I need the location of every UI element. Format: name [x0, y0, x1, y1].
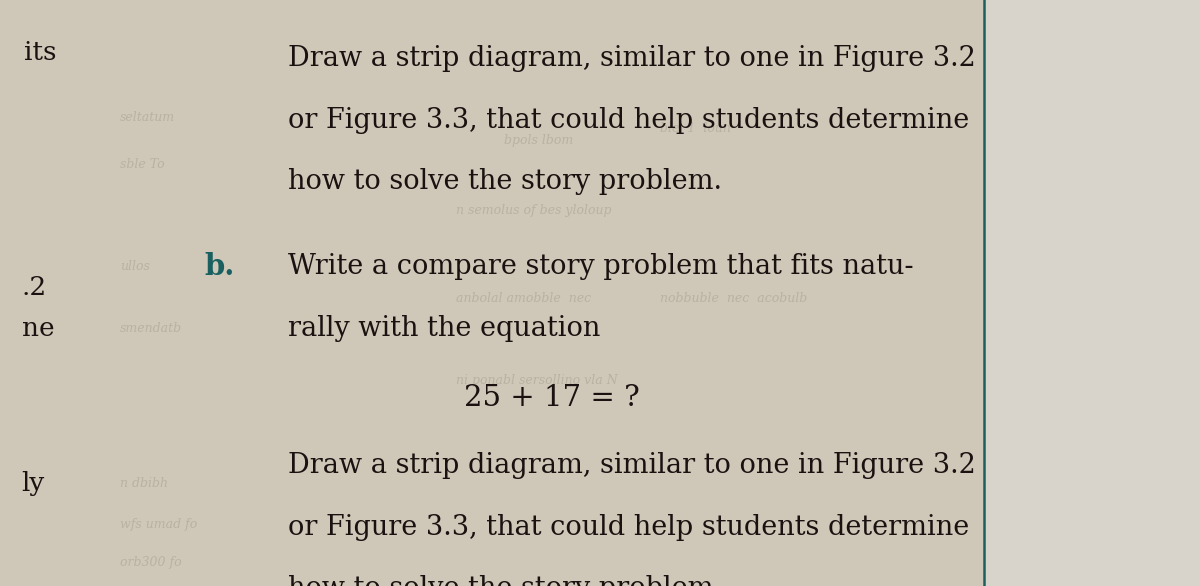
Text: n semolus of bes yloloup: n semolus of bes yloloup: [456, 205, 612, 217]
Text: sble To: sble To: [120, 158, 164, 171]
Text: Write a compare story problem that fits natu-: Write a compare story problem that fits …: [288, 253, 913, 280]
Text: .2: .2: [22, 275, 47, 299]
Text: Draw a strip diagram, similar to one in Figure 3.2: Draw a strip diagram, similar to one in …: [288, 452, 976, 479]
Text: wfs umad fo: wfs umad fo: [120, 518, 197, 531]
Text: its: its: [24, 40, 56, 65]
Text: n dbibh: n dbibh: [120, 477, 168, 490]
Text: how to solve the story problem.: how to solve the story problem.: [288, 575, 722, 586]
Text: rally with the equation: rally with the equation: [288, 315, 600, 342]
Text: b.: b.: [204, 252, 234, 281]
Bar: [984, 0, 1200, 586]
Text: orb300 fo: orb300 fo: [120, 556, 181, 569]
Text: bpols lbom: bpols lbom: [504, 134, 574, 147]
Text: or Figure 3.3, that could help students determine: or Figure 3.3, that could help students …: [288, 107, 970, 134]
Text: ne: ne: [22, 316, 54, 340]
Text: how to solve the story problem.: how to solve the story problem.: [288, 168, 722, 195]
Text: anbolal amobble  nec: anbolal amobble nec: [456, 292, 592, 305]
Text: ly: ly: [22, 471, 44, 496]
Text: seltatum: seltatum: [120, 111, 175, 124]
Text: ble  1  loun: ble 1 loun: [660, 122, 731, 135]
Text: Draw a strip diagram, similar to one in Figure 3.2: Draw a strip diagram, similar to one in …: [288, 45, 976, 72]
Text: or Figure 3.3, that could help students determine: or Figure 3.3, that could help students …: [288, 514, 970, 541]
Text: 25 + 17 = ?: 25 + 17 = ?: [464, 384, 640, 413]
Text: nobbuble  nec  acobulb: nobbuble nec acobulb: [660, 292, 808, 305]
Text: ullos: ullos: [120, 260, 150, 273]
Text: smendatb: smendatb: [120, 322, 182, 335]
Text: ni ponabl sersollino vla N: ni ponabl sersollino vla N: [456, 374, 618, 387]
